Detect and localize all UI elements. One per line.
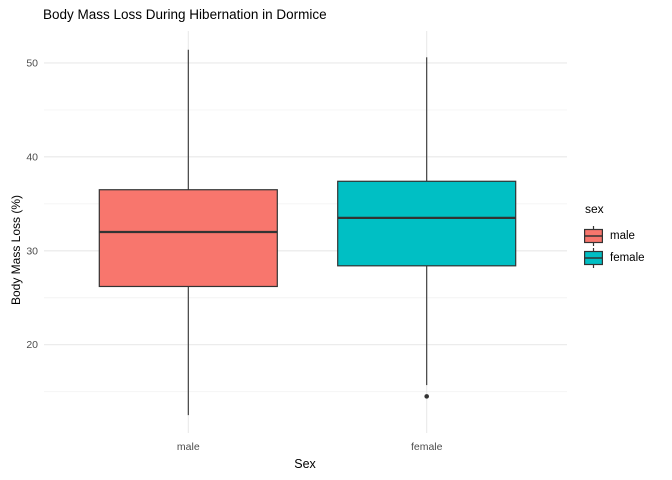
y-tick-label: 30 [26, 245, 38, 257]
boxplot-key-icon [584, 226, 603, 246]
box-male [98, 189, 278, 288]
box-female [337, 180, 517, 267]
legend-title: sex [585, 202, 604, 216]
boxplot-key-icon [584, 248, 603, 268]
legend-entry-male: male [584, 225, 645, 247]
legend-entry-female: female [584, 247, 645, 269]
y-tick-label: 50 [26, 57, 38, 69]
y-tick-label: 40 [26, 151, 38, 163]
legend: sex male female [584, 202, 645, 269]
x-tick-label: male [177, 441, 200, 453]
x-tick-label: female [411, 441, 443, 453]
outlier-point-female [424, 394, 430, 399]
x-axis-title: Sex [294, 457, 316, 471]
legend-label-male: male [610, 230, 635, 242]
y-tick-label: 20 [26, 339, 38, 351]
chart-title: Body Mass Loss During Hibernation in Dor… [43, 7, 327, 22]
legend-label-female: female [610, 252, 645, 264]
